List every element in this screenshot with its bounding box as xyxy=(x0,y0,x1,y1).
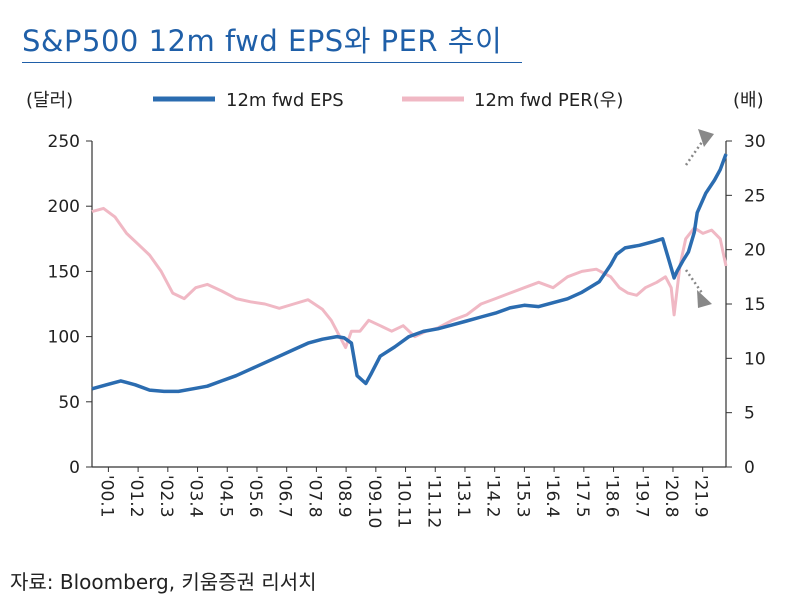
x-tick-label: '09.10 xyxy=(364,475,384,528)
legend-label-per: 12m fwd PER(우) xyxy=(474,90,623,111)
line-chart: (달러) (배) 12m fwd EPS 12m fwd PER(우) 0501… xyxy=(26,90,766,528)
left-tick-label: 250 xyxy=(48,132,80,152)
x-tick-label: '01.2 xyxy=(126,475,146,518)
x-tick-label: '04.5 xyxy=(215,475,235,518)
x-tick-label: '10.11 xyxy=(394,475,414,528)
arrow-up-icon xyxy=(684,129,714,166)
left-tick-label: 50 xyxy=(58,393,80,413)
x-tick-label: '19.7 xyxy=(631,475,651,518)
right-tick-label: 15 xyxy=(744,295,766,315)
x-tick-label: '20.8 xyxy=(661,475,681,518)
left-tick-label: 150 xyxy=(48,262,80,282)
x-tick-label: '03.4 xyxy=(186,475,206,518)
x-tick-label: '07.8 xyxy=(304,475,324,518)
source-note: 자료: Bloomberg, 키움증권 리서치 xyxy=(10,570,317,594)
x-tick-label: '00.1 xyxy=(96,475,116,518)
series-line-eps xyxy=(91,153,728,394)
arrow-down-icon xyxy=(684,269,712,308)
right-axis-unit: (배) xyxy=(733,90,764,111)
x-tick-label: '14.2 xyxy=(483,475,503,518)
x-tick-label: '16.4 xyxy=(542,475,562,518)
x-tick-label: '02.3 xyxy=(156,475,176,518)
x-tick-label: '13.1 xyxy=(453,475,473,518)
left-tick-label: 100 xyxy=(48,328,80,348)
x-tick-label: '17.5 xyxy=(572,475,592,518)
series-line-per xyxy=(91,206,728,349)
right-tick-label: 5 xyxy=(744,404,755,424)
x-tick-label: '06.7 xyxy=(275,475,295,518)
x-axis-ticks: '00.1 '01.2 '02.3 '03.4 '04.5 '05.6 '06.7 '07.8… xyxy=(96,467,711,528)
left-tick-label: 0 xyxy=(69,458,80,478)
left-axis-unit: (달러) xyxy=(26,90,73,111)
right-tick-label: 10 xyxy=(744,349,766,369)
right-axis-ticks: 0 5 10 15 20 25 30 xyxy=(726,132,766,478)
x-tick-label: '08.9 xyxy=(334,475,354,518)
x-tick-label: '18.6 xyxy=(602,475,622,518)
x-tick-label: '05.6 xyxy=(245,475,265,518)
x-tick-label: '15.3 xyxy=(512,475,532,518)
legend-label-eps: 12m fwd EPS xyxy=(226,90,344,111)
right-tick-label: 0 xyxy=(744,458,755,478)
title-underline xyxy=(22,62,522,63)
left-axis-ticks: 0 50 100 150 200 250 xyxy=(48,132,92,478)
left-tick-label: 200 xyxy=(48,197,80,217)
x-tick-label: '21.9 xyxy=(691,475,711,518)
page-title: S&P500 12m fwd EPS와 PER 추이 xyxy=(22,24,503,58)
right-tick-label: 25 xyxy=(744,186,766,206)
right-tick-label: 20 xyxy=(744,241,766,261)
right-tick-label: 30 xyxy=(744,132,766,152)
x-tick-label: '11.12 xyxy=(423,475,443,528)
